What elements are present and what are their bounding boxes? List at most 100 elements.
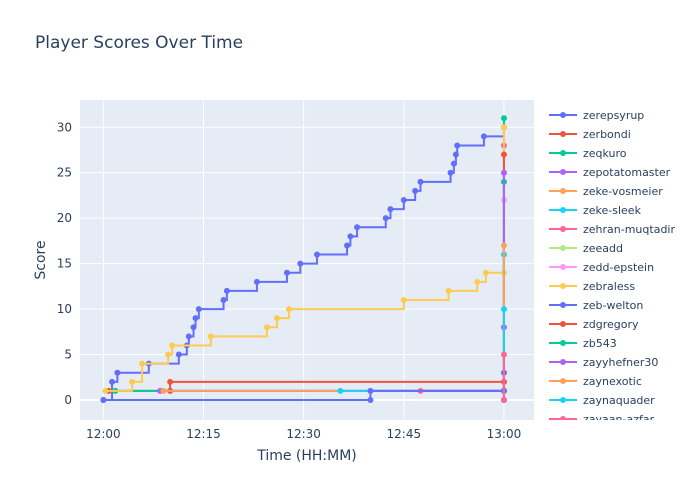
y-tick-label: 30 — [57, 120, 72, 134]
data-point — [192, 315, 199, 322]
legend-item[interactable]: zedd-epstein — [549, 261, 654, 274]
y-tick-label: 0 — [64, 393, 72, 407]
data-point — [500, 124, 507, 131]
legend-item[interactable]: zayaan-azfar — [549, 413, 655, 426]
data-point — [175, 351, 182, 358]
data-point — [114, 369, 121, 376]
legend-swatch-marker — [560, 169, 566, 175]
data-point — [207, 333, 214, 340]
legend-item[interactable]: zaynexotic — [549, 375, 642, 388]
data-point — [450, 160, 457, 167]
legend-item[interactable]: zeqkuro — [549, 147, 627, 160]
legend-item[interactable]: zaynaquader — [549, 394, 655, 407]
data-point — [314, 251, 321, 258]
legend-swatch-marker — [560, 264, 566, 270]
data-point — [454, 142, 461, 149]
chart-title: Player Scores Over Time — [35, 33, 244, 53]
legend-item[interactable]: zebraless — [549, 280, 635, 293]
data-point — [500, 306, 507, 313]
legend-swatch-marker — [560, 397, 566, 403]
x-tick-label: 12:45 — [387, 427, 422, 441]
data-point — [500, 115, 507, 122]
legend-label: zayaan-azfar — [583, 413, 655, 426]
data-point — [102, 387, 109, 394]
data-point — [480, 133, 487, 140]
legend-swatch-marker — [560, 283, 566, 289]
data-point — [297, 260, 304, 267]
legend-item[interactable]: zeb-welton — [549, 299, 643, 312]
legend-label: zehran-muqtadir — [583, 223, 675, 236]
legend-label: zeeadd — [583, 242, 623, 255]
data-point — [452, 151, 459, 158]
data-point — [167, 378, 174, 385]
data-point — [100, 397, 107, 403]
data-point — [253, 278, 260, 285]
data-point — [273, 315, 280, 322]
data-point — [285, 306, 292, 313]
legend-item[interactable]: zeke-sleek — [549, 204, 642, 217]
data-point — [387, 206, 394, 213]
data-point — [400, 297, 407, 303]
legend-swatch-marker — [560, 321, 566, 327]
data-point — [337, 387, 344, 394]
legend-swatch-marker — [560, 359, 566, 365]
data-point — [129, 378, 136, 385]
legend-label: zepotatomaster — [583, 166, 671, 179]
data-point — [445, 287, 452, 294]
legend-swatch-marker — [560, 245, 566, 251]
data-point — [283, 269, 290, 276]
legend-label: zerepsyrup — [583, 109, 644, 122]
legend-item[interactable]: zehran-muqtadir — [549, 223, 675, 236]
data-point — [220, 297, 227, 303]
legend-label: zedd-epstein — [583, 261, 654, 274]
y-tick-label: 20 — [57, 211, 72, 225]
legend-swatch-marker — [560, 150, 566, 156]
data-point — [500, 351, 507, 358]
y-tick-label: 25 — [57, 166, 72, 180]
legend-item[interactable]: zepotatomaster — [549, 166, 671, 179]
data-point — [190, 324, 197, 331]
legend-swatch-marker — [560, 378, 566, 384]
data-point — [482, 269, 489, 276]
data-point — [412, 187, 419, 194]
data-point — [223, 287, 230, 294]
legend-item[interactable]: zerbondi — [549, 128, 631, 141]
series-zebraless — [102, 124, 507, 394]
series-line — [105, 127, 505, 392]
series-zayaan-azfar — [500, 351, 507, 403]
data-point — [382, 215, 389, 222]
data-point — [263, 324, 270, 331]
data-point — [195, 306, 202, 313]
legend-swatch-marker — [560, 131, 566, 137]
legend-label: zaynexotic — [583, 375, 642, 388]
legend-item[interactable]: zeeadd — [549, 242, 623, 255]
legend-swatch-marker — [560, 226, 566, 232]
data-point — [344, 242, 351, 249]
legend-item[interactable]: zayyhefner30 — [549, 356, 658, 369]
series-layer — [100, 115, 507, 403]
legend-item[interactable]: zb543 — [549, 337, 617, 350]
data-point — [500, 397, 507, 403]
data-point — [185, 333, 192, 340]
legend-item[interactable]: zerepsyrup — [549, 109, 644, 122]
data-point — [474, 278, 481, 285]
legend-item[interactable]: zdgregory — [549, 318, 639, 331]
data-point — [139, 360, 146, 367]
y-axis-ticks: 0 5 10 15 20 25 30 — [57, 120, 72, 407]
x-tick-label: 12:00 — [86, 427, 121, 441]
data-point — [160, 387, 167, 394]
data-point — [417, 178, 424, 185]
legend-swatch-marker — [560, 416, 566, 420]
legend-swatch-marker — [560, 302, 566, 308]
data-point — [500, 169, 507, 176]
legend-swatch-marker — [560, 207, 566, 213]
legend-item[interactable]: zeke-vosmeier — [549, 185, 663, 198]
legend[interactable]: zerepsyrup zerbondi zeqkuro zepotatomaster z… — [549, 109, 675, 426]
legend-label: zebraless — [583, 280, 635, 293]
data-point — [165, 351, 172, 358]
legend-label: zaynaquader — [583, 394, 655, 407]
x-tick-label: 12:30 — [286, 427, 321, 441]
legend-label: zerbondi — [583, 128, 631, 141]
